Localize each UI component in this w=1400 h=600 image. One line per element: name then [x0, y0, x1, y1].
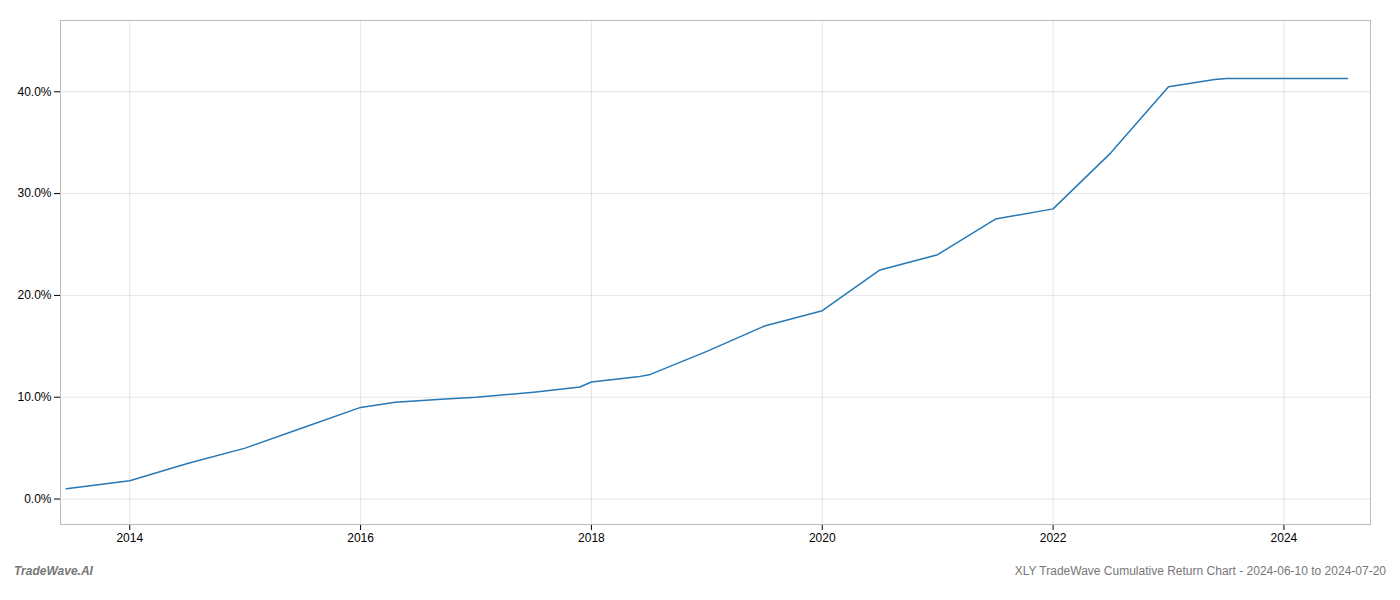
svg-text:2014: 2014	[116, 531, 143, 545]
svg-text:2018: 2018	[578, 531, 605, 545]
svg-text:2016: 2016	[347, 531, 374, 545]
svg-text:40.0%: 40.0%	[17, 85, 51, 99]
svg-text:20.0%: 20.0%	[17, 288, 51, 302]
html-text:TradeWave.AI: TradeWave.AI	[14, 564, 93, 578]
svg-text:2022: 2022	[1040, 531, 1067, 545]
html-text:XLY TradeWave Cumulative Retur: XLY TradeWave Cumulative Return Chart - …	[1014, 564, 1386, 578]
svg-text:2020: 2020	[809, 531, 836, 545]
svg-text:30.0%: 30.0%	[17, 186, 51, 200]
svg-text:10.0%: 10.0%	[17, 390, 51, 404]
svg-text:2024: 2024	[1271, 531, 1298, 545]
svg-text:0.0%: 0.0%	[24, 492, 52, 506]
